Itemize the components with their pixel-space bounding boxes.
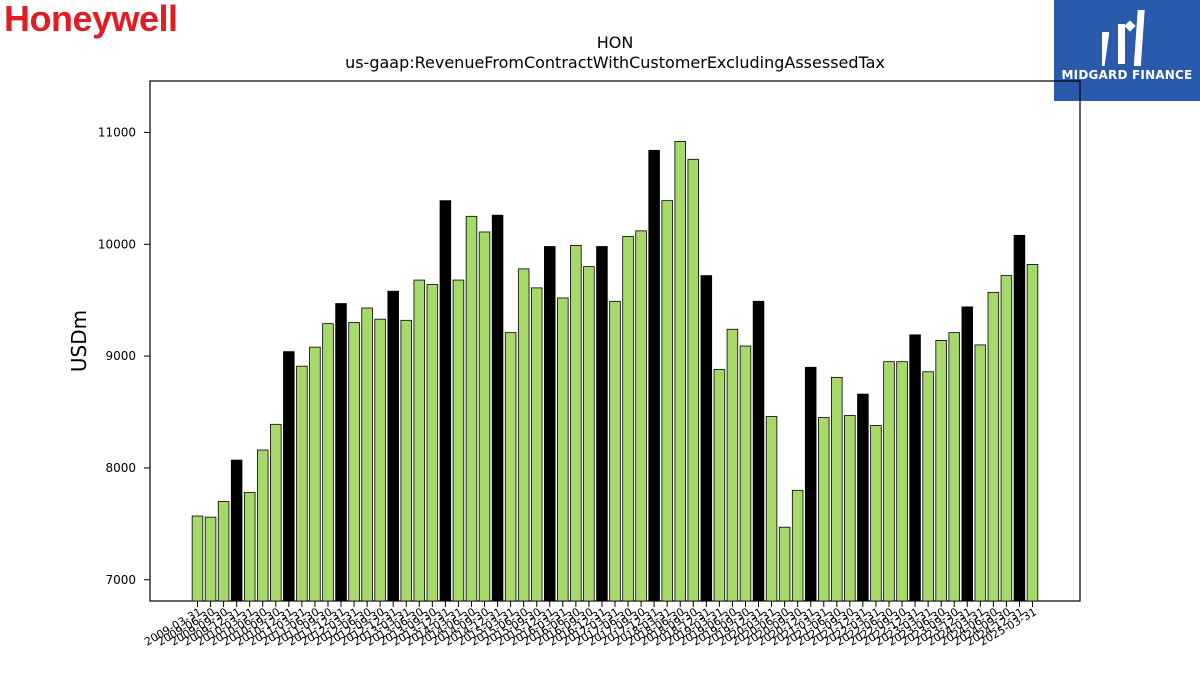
- bar-2011-09-30: [322, 323, 334, 602]
- bar-2024-03-31: [974, 344, 987, 602]
- bar-2016-09-30: [583, 266, 595, 602]
- midgard-finance-label: MIDGARD FINANCE: [1061, 68, 1193, 82]
- bar-2012-03-31: [348, 322, 360, 602]
- bar-2022-06-30: [883, 361, 895, 602]
- bar-2024-09-30: [1000, 275, 1013, 602]
- bar-2014-09-30: [478, 231, 491, 602]
- bar-2019-12-31: [752, 300, 765, 602]
- bar-2009-12-31: [230, 459, 243, 602]
- bar-2020-06-30: [778, 526, 791, 602]
- bar-2012-06-30: [361, 307, 373, 602]
- bar-2015-09-30: [530, 287, 543, 602]
- bar-2010-09-30: [270, 423, 282, 602]
- bar-2018-03-31: [661, 200, 673, 602]
- bar-2018-12-31: [700, 275, 713, 602]
- bar-2014-06-30: [465, 215, 478, 602]
- bar-2022-03-31: [870, 425, 882, 602]
- bar-2017-06-30: [622, 236, 634, 602]
- bar-2017-03-31: [609, 300, 621, 602]
- bar-2023-09-30: [948, 332, 960, 602]
- bar-2015-06-30: [517, 268, 530, 602]
- y-tick-label: 8000: [105, 461, 136, 475]
- bar-2010-06-30: [256, 449, 269, 602]
- bar-2024-12-31: [1013, 234, 1026, 602]
- bar-2016-03-31: [557, 297, 569, 602]
- bar-2011-06-30: [309, 346, 321, 602]
- bar-2009-03-31: [191, 515, 204, 602]
- bar-2020-09-30: [791, 489, 804, 602]
- bar-2021-03-31: [818, 417, 830, 602]
- midgard-logo-icon: [1102, 10, 1145, 66]
- bar-2018-06-30: [674, 140, 686, 602]
- bars-group: [191, 140, 1039, 602]
- bar-2013-12-31: [439, 200, 452, 602]
- y-axis: 7000 8000 9000 10000 11000: [98, 125, 150, 587]
- midgard-finance-badge: MIDGARD FINANCE: [1054, 0, 1200, 101]
- bar-2013-06-30: [413, 279, 426, 602]
- bar-2015-03-31: [504, 332, 517, 602]
- bar-2020-12-31: [804, 366, 817, 602]
- bar-2017-12-31: [648, 149, 660, 602]
- bar-2023-06-30: [935, 340, 947, 602]
- bar-2009-06-30: [204, 516, 217, 602]
- bar-2019-03-31: [713, 369, 726, 602]
- bar-2014-03-31: [452, 279, 465, 602]
- bar-2024-06-30: [987, 291, 1000, 602]
- bar-2012-12-31: [387, 290, 399, 602]
- chart-subtitle: us-gaap:RevenueFromContractWithCustomerE…: [345, 53, 885, 72]
- y-tick-label: 7000: [105, 573, 136, 587]
- y-tick-label: 9000: [105, 349, 136, 363]
- bar-2019-06-30: [726, 328, 739, 602]
- bar-2021-09-30: [844, 414, 856, 602]
- bar-2023-12-31: [961, 306, 974, 602]
- chart-title: HON: [596, 33, 634, 52]
- bar-2013-09-30: [426, 284, 439, 602]
- bar-2016-12-31: [596, 246, 608, 602]
- bar-2016-06-30: [570, 244, 582, 602]
- bar-2017-09-30: [635, 230, 647, 602]
- bar-2021-06-30: [831, 376, 843, 602]
- bar-2023-03-31: [922, 371, 934, 602]
- bar-2025-03-31: [1026, 263, 1039, 602]
- bar-2022-12-31: [909, 334, 921, 602]
- y-tick-label: 11000: [98, 125, 136, 139]
- y-tick-label: 10000: [98, 237, 136, 251]
- bar-2019-09-30: [739, 345, 752, 602]
- bar-2009-09-30: [217, 501, 230, 602]
- bar-2013-03-31: [400, 319, 412, 602]
- x-axis: 2009-03-312009-06-302009-09-302009-12-31…: [142, 601, 1039, 649]
- bar-2020-03-31: [765, 416, 778, 602]
- bar-2010-12-31: [283, 351, 295, 602]
- honeywell-logo: Honeywell: [4, 0, 178, 39]
- bar-2011-12-31: [335, 303, 347, 602]
- y-axis-label: USDm: [67, 310, 91, 372]
- bar-2021-12-31: [857, 393, 869, 602]
- bar-2012-09-30: [374, 318, 386, 602]
- bar-2010-03-31: [243, 492, 256, 602]
- bar-2022-09-30: [896, 361, 908, 602]
- bar-2011-03-31: [296, 365, 308, 602]
- bar-2014-12-31: [491, 214, 504, 602]
- bar-2015-12-31: [544, 246, 556, 602]
- bar-2018-09-30: [687, 158, 700, 602]
